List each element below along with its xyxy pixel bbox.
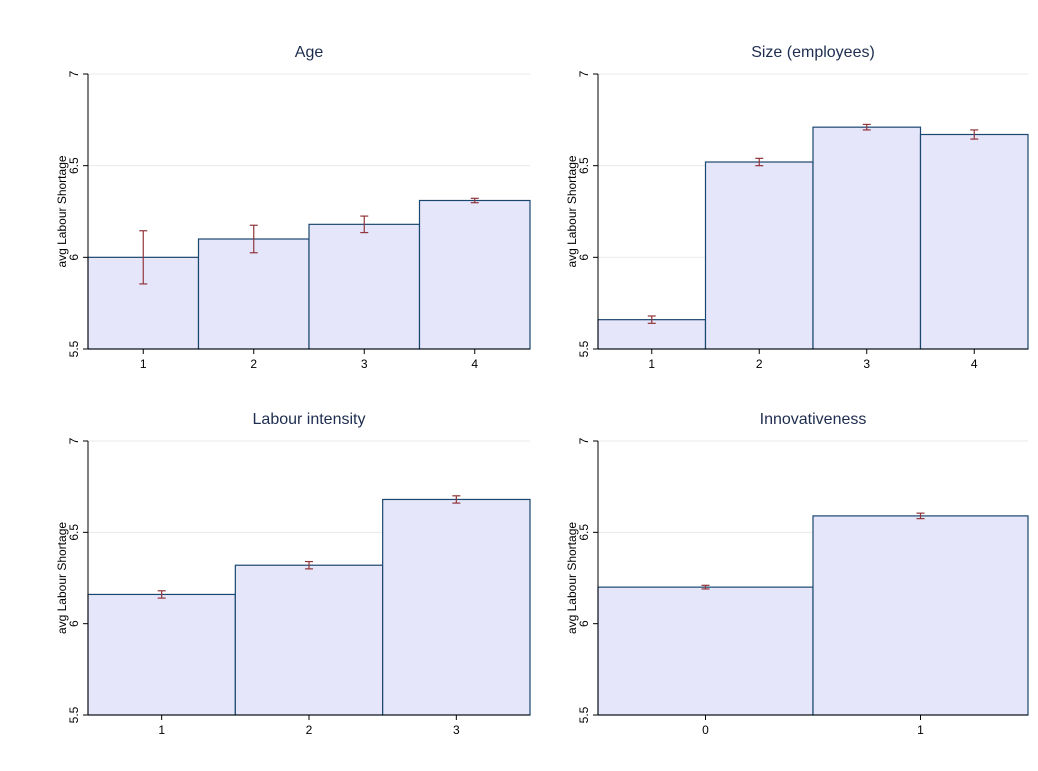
y-axis-label: avg Labour Shortage xyxy=(55,155,69,267)
y-tick-label: 7 xyxy=(67,70,81,77)
error-bar xyxy=(916,512,925,520)
y-tick-label: 6 xyxy=(67,254,81,261)
x-tick-label: 4 xyxy=(471,357,478,371)
bar xyxy=(597,586,814,716)
y-tick-label: 6.5 xyxy=(577,157,591,174)
bar xyxy=(87,593,236,716)
x-tick-label: 1 xyxy=(140,357,147,371)
bar xyxy=(812,126,922,350)
bar xyxy=(234,564,384,716)
error-bar xyxy=(470,197,479,204)
y-tick-label: 6 xyxy=(577,254,591,261)
bar xyxy=(597,319,707,350)
error-bar xyxy=(452,495,461,504)
y-tick-label: 7 xyxy=(67,437,81,444)
x-tick-label: 2 xyxy=(756,357,763,371)
error-bar xyxy=(305,560,313,570)
y-tick-label: 6 xyxy=(577,620,591,627)
x-tick-label: 1 xyxy=(917,723,924,737)
y-tick-label: 6.5 xyxy=(67,524,81,541)
y-tick-label: 7 xyxy=(577,70,591,77)
y-tick-label: 5.5 xyxy=(67,706,81,723)
x-tick-label: 3 xyxy=(863,357,870,371)
x-tick-label: 3 xyxy=(453,723,460,737)
x-tick-label: 1 xyxy=(648,357,655,371)
y-tick-label: 5.5 xyxy=(577,340,591,357)
y-tick-label: 5.5 xyxy=(577,706,591,723)
chart-title: Innovativeness xyxy=(760,411,867,428)
y-axis-label: avg Labour Shortage xyxy=(565,522,579,634)
bar xyxy=(919,133,1029,350)
bar xyxy=(812,515,1029,716)
bar xyxy=(308,223,421,350)
y-tick-label: 7 xyxy=(577,437,591,444)
y-axis-label: avg Labour Shortage xyxy=(55,522,69,634)
y-tick-label: 6.5 xyxy=(67,157,81,174)
error-bar xyxy=(970,129,979,140)
error-bar xyxy=(360,215,369,234)
x-tick-label: 2 xyxy=(306,723,313,737)
x-tick-label: 3 xyxy=(361,357,368,371)
chart-title: Labour intensity xyxy=(253,411,366,428)
y-axis-label: avg Labour Shortage xyxy=(565,155,579,267)
x-tick-label: 1 xyxy=(158,723,165,737)
bar xyxy=(197,238,310,350)
error-bar xyxy=(249,224,258,254)
x-tick-label: 4 xyxy=(971,357,978,371)
error-bar xyxy=(862,123,871,131)
y-tick-label: 6 xyxy=(67,620,81,627)
error-bar xyxy=(701,584,710,590)
error-bar xyxy=(157,590,166,599)
x-tick-label: 2 xyxy=(250,357,257,371)
error-bar xyxy=(139,230,148,285)
chart-title: Size (employees) xyxy=(751,44,875,61)
chart-title: Age xyxy=(295,44,324,61)
y-tick-label: 6.5 xyxy=(577,524,591,541)
bar xyxy=(418,199,531,350)
error-bar xyxy=(755,157,764,167)
y-tick-label: 5.5 xyxy=(67,340,81,357)
bar xyxy=(704,161,814,350)
bar xyxy=(382,498,531,716)
x-tick-label: 0 xyxy=(702,723,709,737)
error-bar xyxy=(647,315,656,324)
